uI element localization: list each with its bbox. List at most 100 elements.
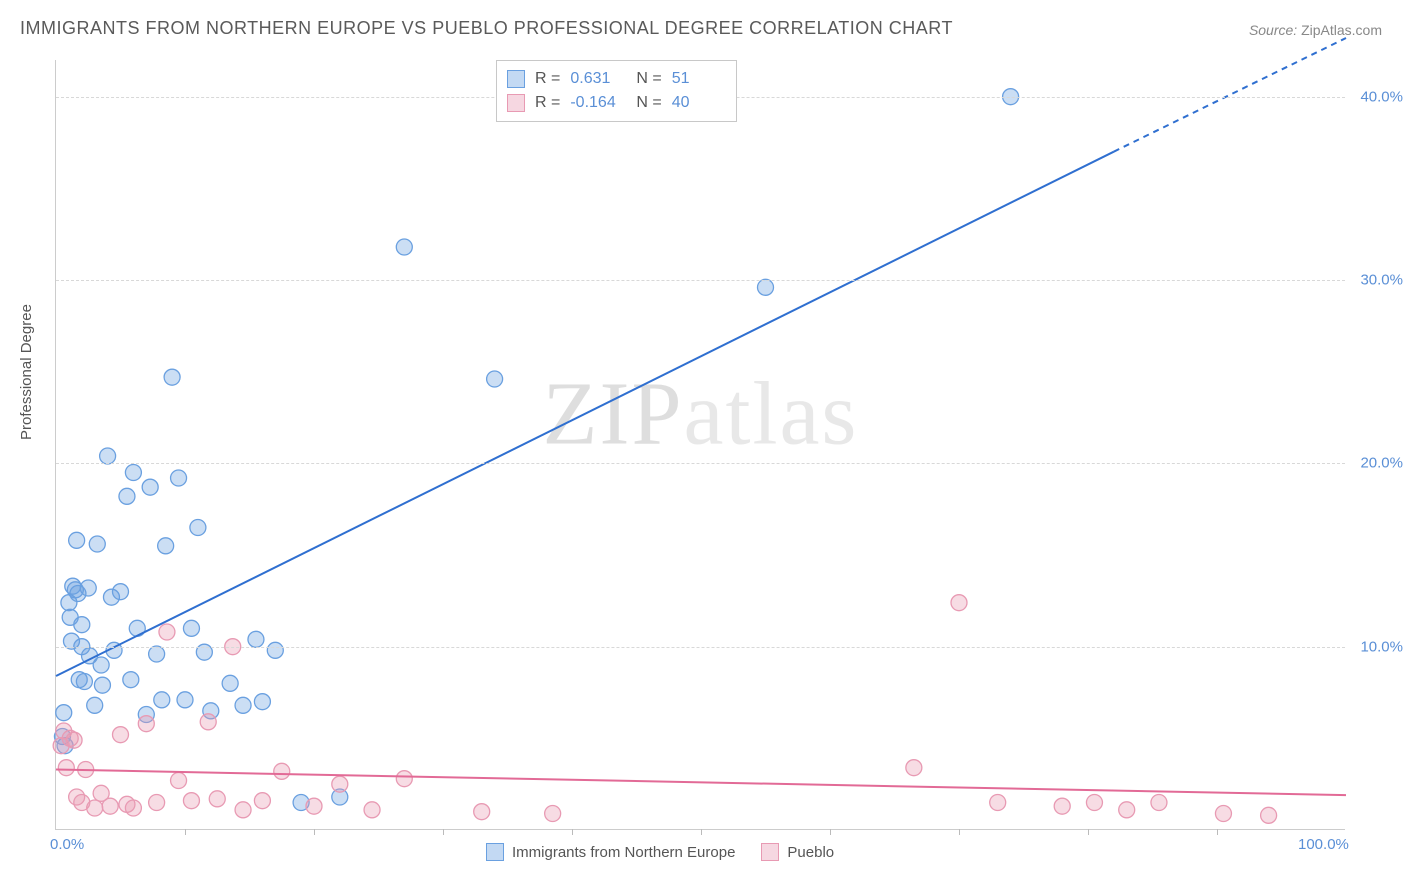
data-point-immigrants: [190, 520, 206, 536]
chart-title: IMMIGRANTS FROM NORTHERN EUROPE VS PUEBL…: [20, 18, 953, 39]
data-point-immigrants: [171, 470, 187, 486]
y-tick-label: 30.0%: [1351, 272, 1403, 289]
r-label: R =: [535, 67, 560, 91]
r-value-pueblo: -0.164: [570, 91, 620, 115]
source-value: ZipAtlas.com: [1301, 22, 1382, 38]
data-point-immigrants: [183, 620, 199, 636]
correlation-legend: R = 0.631 N = 51 R = -0.164 N = 40: [496, 60, 737, 122]
legend-label-pueblo: Pueblo: [787, 844, 834, 861]
data-point-immigrants: [94, 677, 110, 693]
data-point-immigrants: [87, 697, 103, 713]
n-label: N =: [636, 91, 661, 115]
data-point-pueblo: [138, 716, 154, 732]
data-point-pueblo: [1151, 795, 1167, 811]
data-point-immigrants: [142, 479, 158, 495]
series-legend: Immigrants from Northern Europe Pueblo: [486, 843, 834, 861]
data-point-pueblo: [113, 727, 129, 743]
n-value-pueblo: 40: [672, 91, 722, 115]
n-value-immigrants: 51: [672, 67, 722, 91]
data-point-pueblo: [396, 771, 412, 787]
x-tick-mark: [572, 829, 573, 835]
data-point-pueblo: [200, 714, 216, 730]
data-point-immigrants: [235, 697, 251, 713]
data-point-pueblo: [1261, 807, 1277, 823]
x-tick-mark: [1088, 829, 1089, 835]
data-point-pueblo: [159, 624, 175, 640]
y-tick-label: 40.0%: [1351, 88, 1403, 105]
gridline-h: [56, 463, 1345, 464]
data-point-immigrants: [76, 674, 92, 690]
data-point-immigrants: [396, 239, 412, 255]
data-point-pueblo: [102, 798, 118, 814]
data-point-immigrants: [123, 672, 139, 688]
data-point-immigrants: [89, 536, 105, 552]
data-point-pueblo: [149, 795, 165, 811]
source-label: Source:: [1249, 22, 1301, 38]
data-point-immigrants: [254, 694, 270, 710]
scatter-chart: [56, 60, 1346, 830]
data-point-pueblo: [474, 804, 490, 820]
data-point-pueblo: [1054, 798, 1070, 814]
data-point-pueblo: [235, 802, 251, 818]
swatch-pueblo: [507, 94, 525, 112]
n-label: N =: [636, 67, 661, 91]
data-point-pueblo: [183, 793, 199, 809]
data-point-pueblo: [906, 760, 922, 776]
data-point-immigrants: [758, 279, 774, 295]
swatch-immigrants-bottom: [486, 843, 504, 861]
trend-line-pueblo: [56, 770, 1346, 796]
x-tick-mark: [314, 829, 315, 835]
data-point-pueblo: [254, 793, 270, 809]
data-point-pueblo: [306, 798, 322, 814]
x-tick-mark: [185, 829, 186, 835]
data-point-pueblo: [1215, 806, 1231, 822]
x-tick-label: 0.0%: [50, 836, 84, 853]
y-tick-label: 10.0%: [1351, 638, 1403, 655]
x-tick-mark: [1217, 829, 1218, 835]
data-point-pueblo: [545, 806, 561, 822]
data-point-pueblo: [66, 732, 82, 748]
x-tick-mark: [959, 829, 960, 835]
data-point-immigrants: [267, 642, 283, 658]
data-point-pueblo: [1086, 795, 1102, 811]
data-point-immigrants: [80, 580, 96, 596]
legend-item-immigrants: Immigrants from Northern Europe: [486, 843, 735, 861]
data-point-immigrants: [100, 448, 116, 464]
legend-label-immigrants: Immigrants from Northern Europe: [512, 844, 735, 861]
y-axis-label: Professional Degree: [18, 304, 35, 440]
data-point-immigrants: [56, 705, 72, 721]
data-point-immigrants: [164, 369, 180, 385]
data-point-immigrants: [69, 532, 85, 548]
data-point-immigrants: [487, 371, 503, 387]
source-attribution: Source: ZipAtlas.com: [1249, 22, 1382, 38]
data-point-immigrants: [177, 692, 193, 708]
gridline-h: [56, 280, 1345, 281]
r-value-immigrants: 0.631: [570, 67, 620, 91]
data-point-pueblo: [364, 802, 380, 818]
legend-item-pueblo: Pueblo: [761, 843, 834, 861]
data-point-immigrants: [74, 617, 90, 633]
data-point-immigrants: [113, 584, 129, 600]
data-point-pueblo: [87, 800, 103, 816]
data-point-immigrants: [222, 675, 238, 691]
x-tick-mark: [830, 829, 831, 835]
data-point-pueblo: [951, 595, 967, 611]
trend-line-dashed-immigrants: [1114, 38, 1346, 152]
data-point-pueblo: [332, 776, 348, 792]
data-point-immigrants: [149, 646, 165, 662]
swatch-pueblo-bottom: [761, 843, 779, 861]
y-tick-label: 20.0%: [1351, 455, 1403, 472]
data-point-immigrants: [154, 692, 170, 708]
swatch-immigrants: [507, 70, 525, 88]
data-point-pueblo: [274, 763, 290, 779]
data-point-pueblo: [58, 760, 74, 776]
data-point-immigrants: [248, 631, 264, 647]
x-tick-mark: [701, 829, 702, 835]
data-point-pueblo: [209, 791, 225, 807]
data-point-pueblo: [171, 773, 187, 789]
x-tick-mark: [443, 829, 444, 835]
data-point-immigrants: [158, 538, 174, 554]
data-point-pueblo: [1119, 802, 1135, 818]
data-point-immigrants: [125, 465, 141, 481]
x-tick-label: 100.0%: [1298, 836, 1349, 853]
